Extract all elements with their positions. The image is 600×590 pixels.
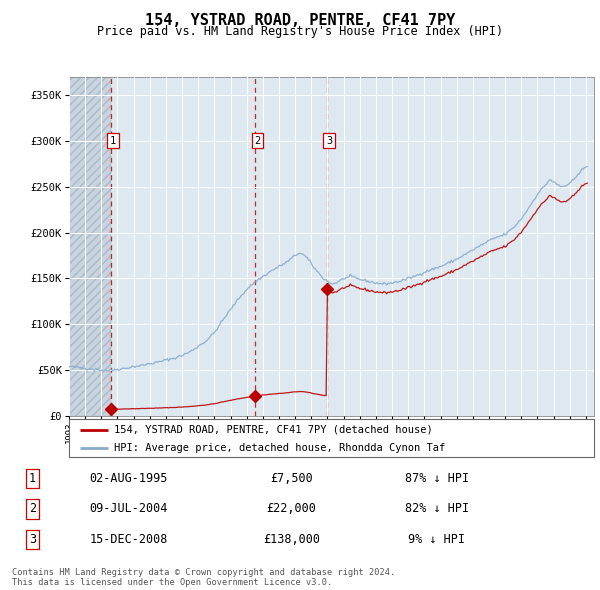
Text: 1: 1	[110, 136, 116, 146]
Text: 1: 1	[29, 472, 36, 485]
Text: 2: 2	[254, 136, 260, 146]
Text: £22,000: £22,000	[266, 502, 316, 516]
Text: 2: 2	[29, 502, 36, 516]
Text: 02-AUG-1995: 02-AUG-1995	[89, 472, 167, 485]
Text: 3: 3	[326, 136, 332, 146]
Text: 87% ↓ HPI: 87% ↓ HPI	[405, 472, 469, 485]
Text: £138,000: £138,000	[263, 533, 320, 546]
Text: 154, YSTRAD ROAD, PENTRE, CF41 7PY: 154, YSTRAD ROAD, PENTRE, CF41 7PY	[145, 13, 455, 28]
Text: 82% ↓ HPI: 82% ↓ HPI	[405, 502, 469, 516]
Text: Price paid vs. HM Land Registry's House Price Index (HPI): Price paid vs. HM Land Registry's House …	[97, 25, 503, 38]
Text: 3: 3	[29, 533, 36, 546]
Text: HPI: Average price, detached house, Rhondda Cynon Taf: HPI: Average price, detached house, Rhon…	[113, 442, 445, 453]
Text: Contains HM Land Registry data © Crown copyright and database right 2024.
This d: Contains HM Land Registry data © Crown c…	[12, 568, 395, 587]
Bar	[69, 77, 111, 416]
Text: £7,500: £7,500	[270, 472, 313, 485]
Text: 09-JUL-2004: 09-JUL-2004	[89, 502, 167, 516]
Text: 15-DEC-2008: 15-DEC-2008	[89, 533, 167, 546]
Text: 154, YSTRAD ROAD, PENTRE, CF41 7PY (detached house): 154, YSTRAD ROAD, PENTRE, CF41 7PY (deta…	[113, 425, 433, 435]
Text: 9% ↓ HPI: 9% ↓ HPI	[409, 533, 466, 546]
